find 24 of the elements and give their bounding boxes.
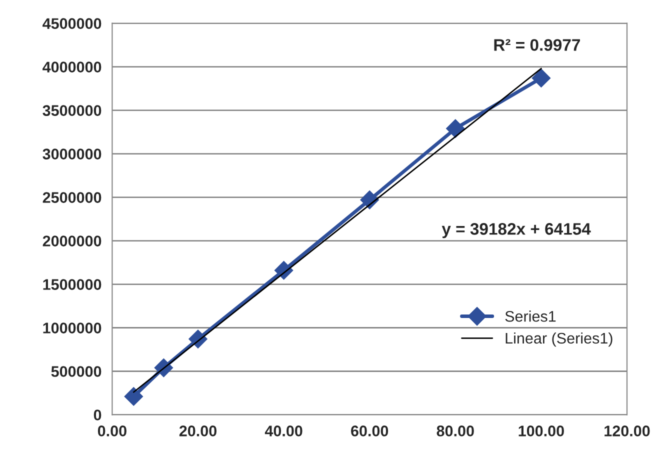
y-tick-label: 1000000	[43, 322, 102, 334]
point	[446, 119, 465, 138]
x-tick-label: 0.00	[98, 426, 126, 436]
y-tick-label: 3500000	[42, 105, 102, 116]
point	[532, 68, 551, 88]
x-tick-label: 80.00	[436, 426, 474, 436]
y-tick-label: 3000000	[42, 148, 102, 160]
x-tick-label: 20.00	[179, 426, 216, 436]
x-tick-label: 60.00	[351, 426, 388, 436]
y-tick-label: 4000000	[42, 62, 102, 72]
legend-label: Linear (Series1)	[506, 332, 612, 347]
y-tick-label: 1500000	[43, 279, 102, 290]
point	[124, 387, 144, 406]
annotation: y = 39182x + 64154	[442, 223, 591, 238]
x-tick-label: 120.00	[604, 426, 650, 436]
y-tick-label: 2000000	[42, 236, 102, 246]
legend-label: Series1	[505, 310, 556, 322]
y-tick-label: 500000	[51, 366, 102, 377]
x-tick-label: 40.00	[264, 426, 302, 436]
y-tick-label: 4500000	[42, 18, 102, 29]
x-tick-label: 100.00	[518, 426, 564, 436]
y-tick-label: 0	[94, 410, 102, 420]
annotation: R² = 0.9977	[494, 39, 580, 51]
y-tick-label: 2500000	[42, 192, 102, 203]
